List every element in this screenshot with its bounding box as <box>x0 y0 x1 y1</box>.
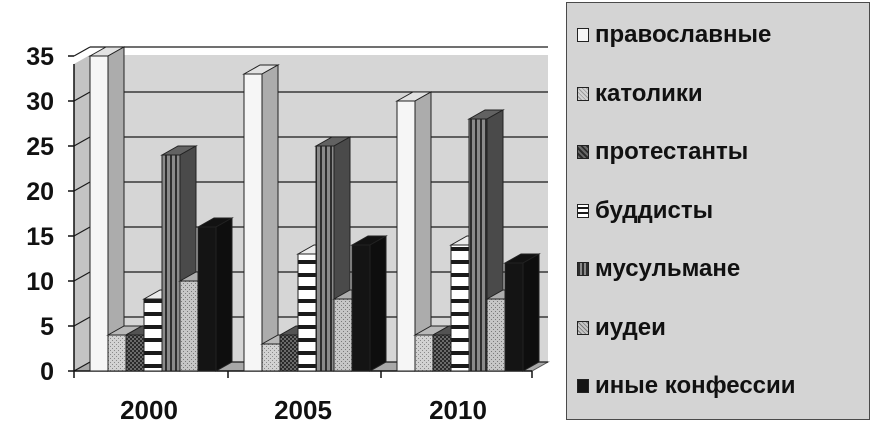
legend-swatch <box>577 203 589 218</box>
bar-front <box>197 226 217 372</box>
y-tick-label: 30 <box>26 88 54 116</box>
bar-front <box>107 334 127 372</box>
y-tick-label: 35 <box>26 43 54 71</box>
bar-front <box>504 262 524 372</box>
y-tick-label: 10 <box>26 268 54 296</box>
legend-label: иные конфессии <box>595 372 796 399</box>
bar <box>88 46 126 372</box>
legend-swatch <box>577 145 589 159</box>
y-tick-label: 0 <box>40 358 54 386</box>
legend-label: католики <box>595 79 703 107</box>
legend-swatch <box>577 262 589 276</box>
legend-label: протестанты <box>595 138 749 165</box>
bar <box>395 91 433 372</box>
bar <box>350 235 388 372</box>
legend-item: иные конфессии <box>577 371 796 401</box>
legend-label: мусульмане <box>595 255 741 282</box>
gridline-side <box>73 91 91 102</box>
bar-front <box>315 145 335 372</box>
y-tick-label: 20 <box>26 178 54 206</box>
x-category-label: 2005 <box>274 395 332 425</box>
bar-front <box>468 118 488 372</box>
legend-swatch <box>577 86 589 101</box>
bar-front <box>414 334 434 372</box>
bar-front <box>261 343 281 372</box>
bar-front <box>486 298 506 372</box>
bar-front <box>243 73 263 372</box>
bar-side <box>369 235 387 372</box>
bar <box>242 64 280 372</box>
bar-front <box>279 334 299 372</box>
bar-side <box>522 253 540 372</box>
bar-side <box>107 46 125 372</box>
bar-front <box>125 334 145 372</box>
bar <box>196 217 234 372</box>
gridline-side <box>73 361 91 372</box>
gridline-side <box>73 136 91 147</box>
legend-swatch <box>577 28 589 42</box>
bar-front <box>333 298 353 372</box>
legend-item: православные <box>577 20 771 50</box>
bar-front <box>396 100 416 372</box>
bar-front <box>432 334 452 372</box>
y-tick-label: 25 <box>26 133 54 161</box>
legend-item: мусульмане <box>577 254 740 284</box>
x-category-label: 2010 <box>429 395 487 425</box>
gridline-side <box>73 181 91 192</box>
x-category-label: 2000 <box>120 395 178 425</box>
gridline-side <box>73 271 91 282</box>
plot-side-wall <box>74 55 90 371</box>
gridline-side <box>73 316 91 327</box>
y-tick-label: 15 <box>26 223 54 251</box>
bar-front <box>89 55 109 372</box>
bar-front <box>143 298 163 372</box>
legend-label: иудеи <box>595 313 666 341</box>
legend-item: протестанты <box>577 137 748 167</box>
legend: православные католики протестанты буддисты м… <box>566 2 870 420</box>
legend-item: иудеи <box>577 313 666 343</box>
legend-label: буддисты <box>595 196 714 224</box>
bar-front <box>450 244 470 372</box>
bar-side <box>261 64 279 372</box>
gridline-side <box>73 226 91 237</box>
gridline-side <box>73 46 91 57</box>
legend-label: православные <box>595 21 772 48</box>
legend-swatch <box>577 320 589 335</box>
bar <box>503 253 541 372</box>
bar-side <box>215 217 233 372</box>
legend-item: католики <box>577 79 703 109</box>
bar-front <box>179 280 199 372</box>
bar-front <box>297 253 317 372</box>
bar-front <box>351 244 371 372</box>
legend-swatch <box>577 379 589 393</box>
y-tick-label: 5 <box>40 313 54 341</box>
legend-item: буддисты <box>577 196 713 226</box>
bar-front <box>161 154 181 372</box>
